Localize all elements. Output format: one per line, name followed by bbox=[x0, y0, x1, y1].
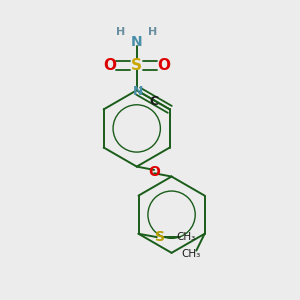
Text: H: H bbox=[148, 27, 157, 37]
Text: N: N bbox=[133, 85, 143, 98]
Text: C: C bbox=[150, 94, 159, 108]
Text: O: O bbox=[103, 58, 116, 73]
Text: O: O bbox=[148, 165, 160, 178]
Text: CH₃: CH₃ bbox=[176, 232, 195, 242]
Text: S: S bbox=[131, 58, 142, 73]
Text: N: N bbox=[131, 34, 142, 49]
Text: S: S bbox=[155, 230, 165, 244]
Text: CH₃: CH₃ bbox=[182, 249, 201, 259]
Text: H: H bbox=[116, 27, 125, 37]
Text: O: O bbox=[158, 58, 170, 73]
